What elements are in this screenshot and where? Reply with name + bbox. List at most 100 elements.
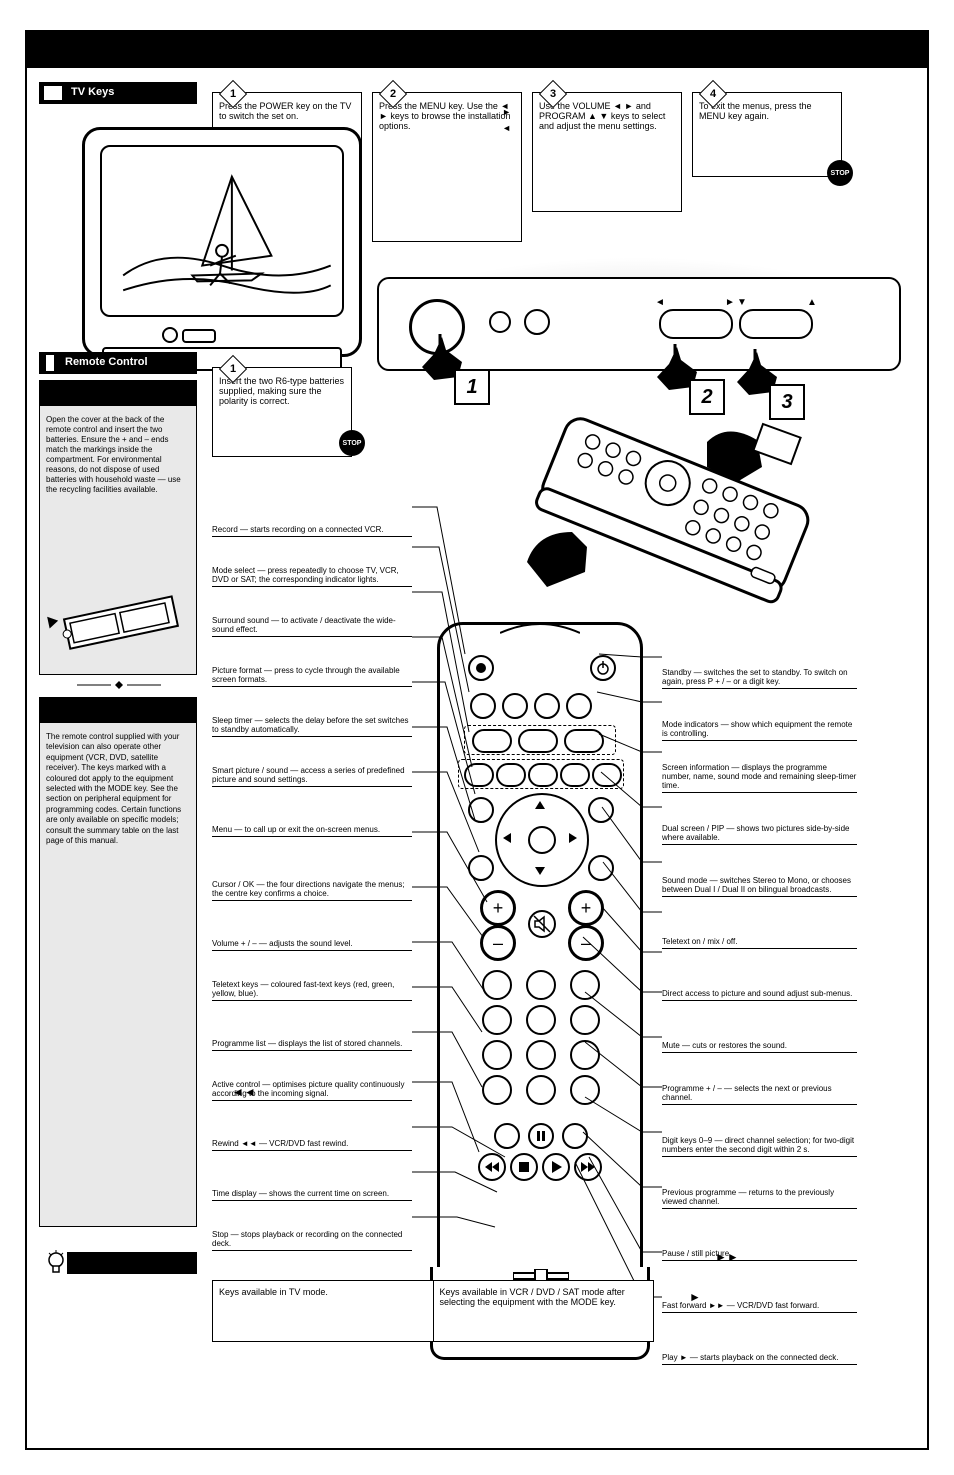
hand-1: 1 <box>412 332 472 387</box>
callout-right-9: Digit keys 0–9 — direct channel selectio… <box>662 1105 857 1157</box>
title-bar <box>25 30 929 68</box>
info-body: The remote control supplied with your te… <box>46 732 190 846</box>
step-box-4: 4 To exit the menus, press the MENU key … <box>692 92 842 177</box>
callout-right-7: Mute — cuts or restores the sound. <box>662 1001 857 1053</box>
active-control-button[interactable] <box>570 1075 600 1105</box>
callout-left-0: Record — starts recording on a connected… <box>212 487 412 537</box>
callout-right-10: Previous programme — returns to the prev… <box>662 1157 857 1209</box>
smart-4-button[interactable] <box>560 763 590 787</box>
panel-menu-button[interactable] <box>524 309 550 335</box>
pill-3-button[interactable] <box>564 729 604 753</box>
step-4-text: To exit the menus, press the MENU key ag… <box>699 101 835 121</box>
callout-left-8: Volume + / – — adjusts the sound level. <box>212 901 412 951</box>
smart-5-button[interactable] <box>592 763 622 787</box>
callout-left-2: Surround sound — to activate / deactivat… <box>212 587 412 637</box>
callout-left-9: Teletext keys — coloured fast-text keys … <box>212 951 412 1001</box>
stop-icon-2: STOP <box>339 430 365 456</box>
callout-left-10: Programme list — displays the list of st… <box>212 1001 412 1051</box>
right-small-button[interactable] <box>588 855 614 881</box>
callout-left-3: Picture format — press to cycle through … <box>212 637 412 687</box>
callouts-left: Record — starts recording on a connected… <box>212 487 412 1301</box>
prev-prog-button[interactable] <box>482 1075 512 1105</box>
windsurf-icon <box>102 147 342 315</box>
digit-6-button[interactable] <box>570 1005 600 1035</box>
batteries-panel: Open the cover at the back of the remote… <box>39 380 197 675</box>
menu-button[interactable] <box>468 797 494 823</box>
pill-2-button[interactable] <box>518 729 558 753</box>
info-panel: The remote control supplied with your te… <box>39 697 197 1227</box>
panel-led <box>489 311 511 333</box>
callout-left-7: Cursor / OK — the four directions naviga… <box>212 837 412 901</box>
callout-left-4: Sleep timer — selects the delay before t… <box>212 687 412 737</box>
section-remote: Remote Control <box>39 352 197 374</box>
step-box-2: 2 Press the MENU key. Use the ◄ ► keys t… <box>372 92 522 242</box>
pill-1-button[interactable] <box>472 729 512 753</box>
play-button[interactable] <box>542 1153 570 1181</box>
callout-left-14: Stop — stops playback or recording on th… <box>212 1201 412 1251</box>
battery-compartment-icon <box>46 578 192 668</box>
info-heading-bar <box>39 697 197 723</box>
callout-left-1: Mode select — press repeatedly to choose… <box>212 537 412 587</box>
teletext-button[interactable] <box>588 797 614 823</box>
digit-4-button[interactable] <box>482 1005 512 1035</box>
hint-b: Keys available in VCR / DVD / SAT mode a… <box>434 1281 654 1341</box>
standby-button[interactable] <box>590 655 616 681</box>
volume-up-button[interactable]: + <box>480 890 516 926</box>
digit-1-button[interactable] <box>482 970 512 1000</box>
tv-illustration <box>82 127 362 357</box>
panel-program-rocker[interactable] <box>739 309 813 339</box>
batteries-body: Open the cover at the back of the remote… <box>46 415 190 495</box>
stop-icon: STOP <box>827 160 853 186</box>
cursor-arrows-icon <box>495 793 585 883</box>
callout-right-11: Pause / still picture. <box>662 1209 857 1261</box>
transport-b-button[interactable] <box>562 1123 588 1149</box>
mode-vcr-button[interactable] <box>502 693 528 719</box>
lightbulb-icon <box>47 1250 65 1274</box>
stop-button[interactable] <box>510 1153 538 1181</box>
rewind-button[interactable] <box>478 1153 506 1181</box>
hint-a: Keys available in TV mode. <box>213 1281 434 1341</box>
program-up-button[interactable]: + <box>568 890 604 926</box>
mode-tv-button[interactable] <box>470 693 496 719</box>
hand-3: 3 <box>727 347 787 402</box>
program-down-button[interactable]: – <box>568 925 604 961</box>
remote-big-illustration: + – + – <box>437 622 643 1308</box>
record-button[interactable] <box>468 655 494 681</box>
remote-heading: Remote Control <box>65 356 148 368</box>
callout-left-12: Rewind ◄◄ — VCR/DVD fast rewind. <box>212 1101 412 1151</box>
volume-down-button[interactable]: – <box>480 925 516 961</box>
digit-9-button[interactable] <box>570 1040 600 1070</box>
digit-7-button[interactable] <box>482 1040 512 1070</box>
smart-2-button[interactable] <box>496 763 526 787</box>
mode-dvd-button[interactable] <box>534 693 560 719</box>
left-small-button[interactable] <box>468 855 494 881</box>
batteries-heading-bar <box>39 380 197 406</box>
remote-step-box: 1 Insert the two R6-type batteries suppl… <box>212 367 352 457</box>
step-2-text: Press the MENU key. Use the ◄ ► keys to … <box>379 101 515 131</box>
divider-icon <box>77 680 161 690</box>
digit-3-button[interactable] <box>570 970 600 1000</box>
callout-right-4: Sound mode — switches Stereo to Mono, or… <box>662 845 857 897</box>
remote-angled-illustration <box>477 412 787 612</box>
digit-8-button[interactable] <box>526 1040 556 1070</box>
transport-a-button[interactable] <box>494 1123 520 1149</box>
play-glyph-icon: ► <box>689 1290 701 1304</box>
digit-2-button[interactable] <box>526 970 556 1000</box>
digit-5-button[interactable] <box>526 1005 556 1035</box>
callout-right-13: Play ► — starts playback on the connecte… <box>662 1313 857 1365</box>
panel-volume-rocker[interactable] <box>659 309 733 339</box>
step-box-3: 3 Use the VOLUME ◄ ► and PROGRAM ▲ ▼ key… <box>532 92 682 212</box>
ffwd-button[interactable] <box>574 1153 602 1181</box>
left-arrow-glyph: ◄ <box>502 123 511 133</box>
digit-0-button[interactable] <box>526 1075 556 1105</box>
pause-button[interactable] <box>528 1123 554 1149</box>
callout-right-5: Teletext on / mix / off. <box>662 897 857 949</box>
smart-3-button[interactable] <box>528 763 558 787</box>
hint-heading-bar <box>67 1252 197 1274</box>
tv-keys-heading: TV Keys <box>71 86 114 98</box>
callout-right-2: Screen information — displays the progra… <box>662 741 857 793</box>
mute-button[interactable] <box>528 910 556 938</box>
tv-icon <box>43 85 63 101</box>
smart-1-button[interactable] <box>464 763 494 787</box>
mode-sat-button[interactable] <box>566 693 592 719</box>
